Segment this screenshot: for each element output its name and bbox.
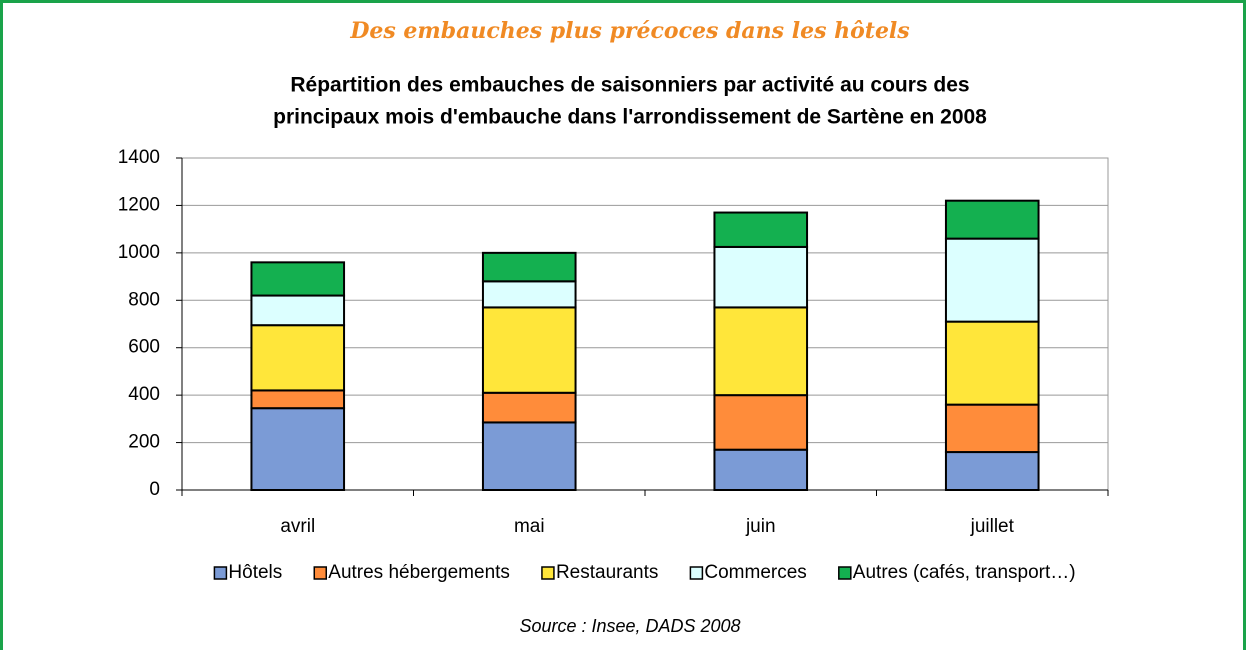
bar-segment bbox=[944, 320, 1040, 406]
bar-segment bbox=[713, 306, 809, 397]
y-tick-label: 800 bbox=[128, 289, 160, 310]
legend-label: Autres (cafés, transport…) bbox=[853, 562, 1076, 583]
x-tick-label: juillet bbox=[970, 516, 1015, 537]
legend-label: Autres hébergements bbox=[328, 562, 510, 583]
bar-segment bbox=[944, 199, 1040, 240]
bar-segment bbox=[713, 211, 809, 248]
bar-segment bbox=[481, 306, 577, 394]
bar-segment bbox=[713, 245, 809, 309]
bar-segment bbox=[944, 403, 1040, 454]
source: Source : Insee, DADS 2008 bbox=[519, 616, 740, 636]
bar-segment bbox=[481, 391, 577, 424]
y-tick-label: 1000 bbox=[118, 242, 160, 263]
heading: Des embauches plus précoces dans les hôt… bbox=[349, 18, 909, 44]
chart-title: Répartition des embauches de saisonniers… bbox=[290, 74, 969, 97]
bar-segment bbox=[481, 280, 577, 309]
legend-swatch bbox=[838, 566, 852, 580]
legend-swatch bbox=[313, 566, 328, 580]
legend-label: Hôtels bbox=[228, 562, 282, 583]
x-tick-label: avril bbox=[280, 516, 315, 537]
y-tick-label: 1200 bbox=[118, 194, 160, 215]
bar-segment bbox=[713, 448, 809, 491]
legend-swatch bbox=[541, 566, 555, 580]
y-tick-label: 200 bbox=[128, 432, 160, 453]
bar-segment bbox=[250, 261, 346, 297]
y-tick-label: 400 bbox=[128, 384, 160, 405]
bar-segment bbox=[481, 421, 577, 491]
y-tick-label: 600 bbox=[128, 337, 160, 358]
bar-segment bbox=[944, 451, 1040, 491]
bar-segment bbox=[944, 237, 1040, 323]
legend-swatch bbox=[689, 566, 704, 580]
legend-label: Restaurants bbox=[556, 562, 658, 583]
legend-swatch bbox=[213, 566, 228, 580]
legend-label: Commerces bbox=[704, 562, 806, 583]
bar-segment bbox=[250, 407, 346, 491]
x-tick-label: juin bbox=[745, 516, 776, 537]
bar-segment bbox=[250, 294, 346, 327]
bar-segment bbox=[481, 251, 577, 283]
chart-title: principaux mois d'embauche dans l'arrond… bbox=[273, 106, 987, 129]
x-tick-label: mai bbox=[514, 516, 545, 537]
y-tick-label: 0 bbox=[149, 479, 160, 500]
bar-segment bbox=[250, 389, 346, 410]
bar-segment bbox=[713, 394, 809, 451]
y-tick-label: 1400 bbox=[118, 147, 160, 168]
bar-segment bbox=[250, 324, 346, 392]
